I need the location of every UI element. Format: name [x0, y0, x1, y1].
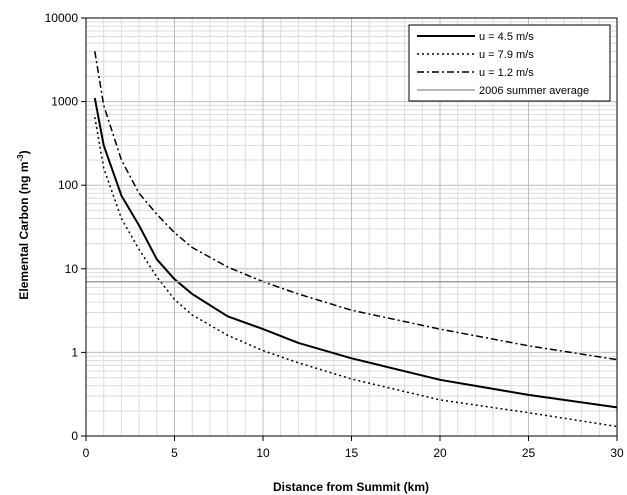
y-tick-label: 10	[65, 262, 79, 276]
legend-label: 2006 summer average	[479, 85, 589, 97]
series-line	[93, 97, 618, 409]
y-axis-title-end: )	[17, 150, 31, 154]
x-tick-label: 0	[83, 446, 90, 460]
y-tick-label: 1	[71, 345, 78, 359]
y-axis-title-sup: -3	[16, 154, 25, 162]
x-axis-title: Distance from Summit (km)	[273, 480, 429, 494]
y-axis-title-main: Elemental Carbon (ng m	[17, 162, 31, 300]
series-group	[86, 51, 618, 428]
grid	[86, 18, 617, 436]
x-tick-label: 15	[345, 446, 359, 460]
x-ticks: 0 5 10 15 20 25 30	[83, 436, 624, 460]
y-tick-label: 10000	[45, 11, 79, 25]
x-tick-label: 20	[433, 446, 447, 460]
y-tick-label: 1000	[51, 95, 78, 109]
series-line	[94, 117, 618, 428]
y-tick-label: 0	[71, 429, 78, 443]
x-tick-label: 10	[256, 446, 270, 460]
y-tick-label: 100	[58, 178, 78, 192]
legend: u = 4.5 m/s u = 7.9 m/s u = 1.2 m/s 2006 su…	[408, 24, 611, 102]
series-line	[94, 51, 618, 361]
x-tick-label: 5	[171, 446, 178, 460]
y-ticks: 0 1 10 100 1000 10000	[45, 11, 86, 443]
legend-box	[408, 24, 611, 102]
y-axis-title: Elemental Carbon (ng m-3)	[16, 150, 31, 299]
legend-label: u = 7.9 m/s	[479, 49, 534, 61]
legend-label: u = 1.2 m/s	[479, 67, 534, 79]
x-tick-label: 25	[522, 446, 536, 460]
legend-label: u = 4.5 m/s	[479, 31, 534, 43]
x-tick-label: 30	[610, 446, 624, 460]
